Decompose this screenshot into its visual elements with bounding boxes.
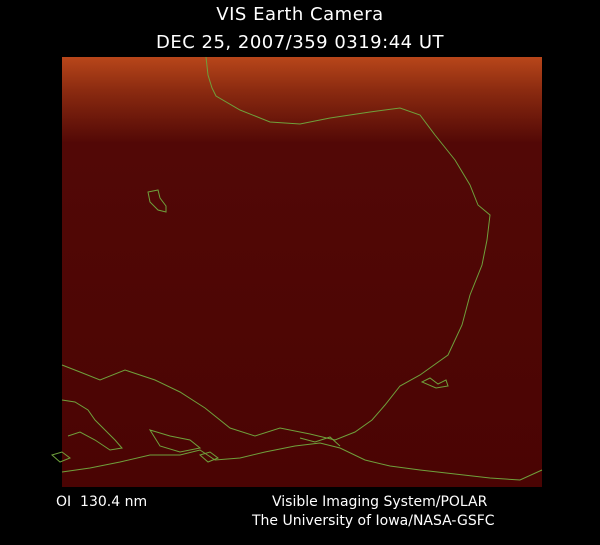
title: VIS Earth Camera	[216, 4, 384, 25]
image-field	[62, 57, 542, 487]
coastlines	[50, 56, 543, 481]
credit-line: Visible Imaging System/POLAR	[272, 494, 488, 510]
filter-label: OI 130.4 nm	[56, 494, 148, 510]
credit-line: The University of Iowa/NASA-GSFC	[252, 513, 495, 529]
timestamp: DEC 25, 2007/359 0319:44 UT	[156, 32, 444, 53]
